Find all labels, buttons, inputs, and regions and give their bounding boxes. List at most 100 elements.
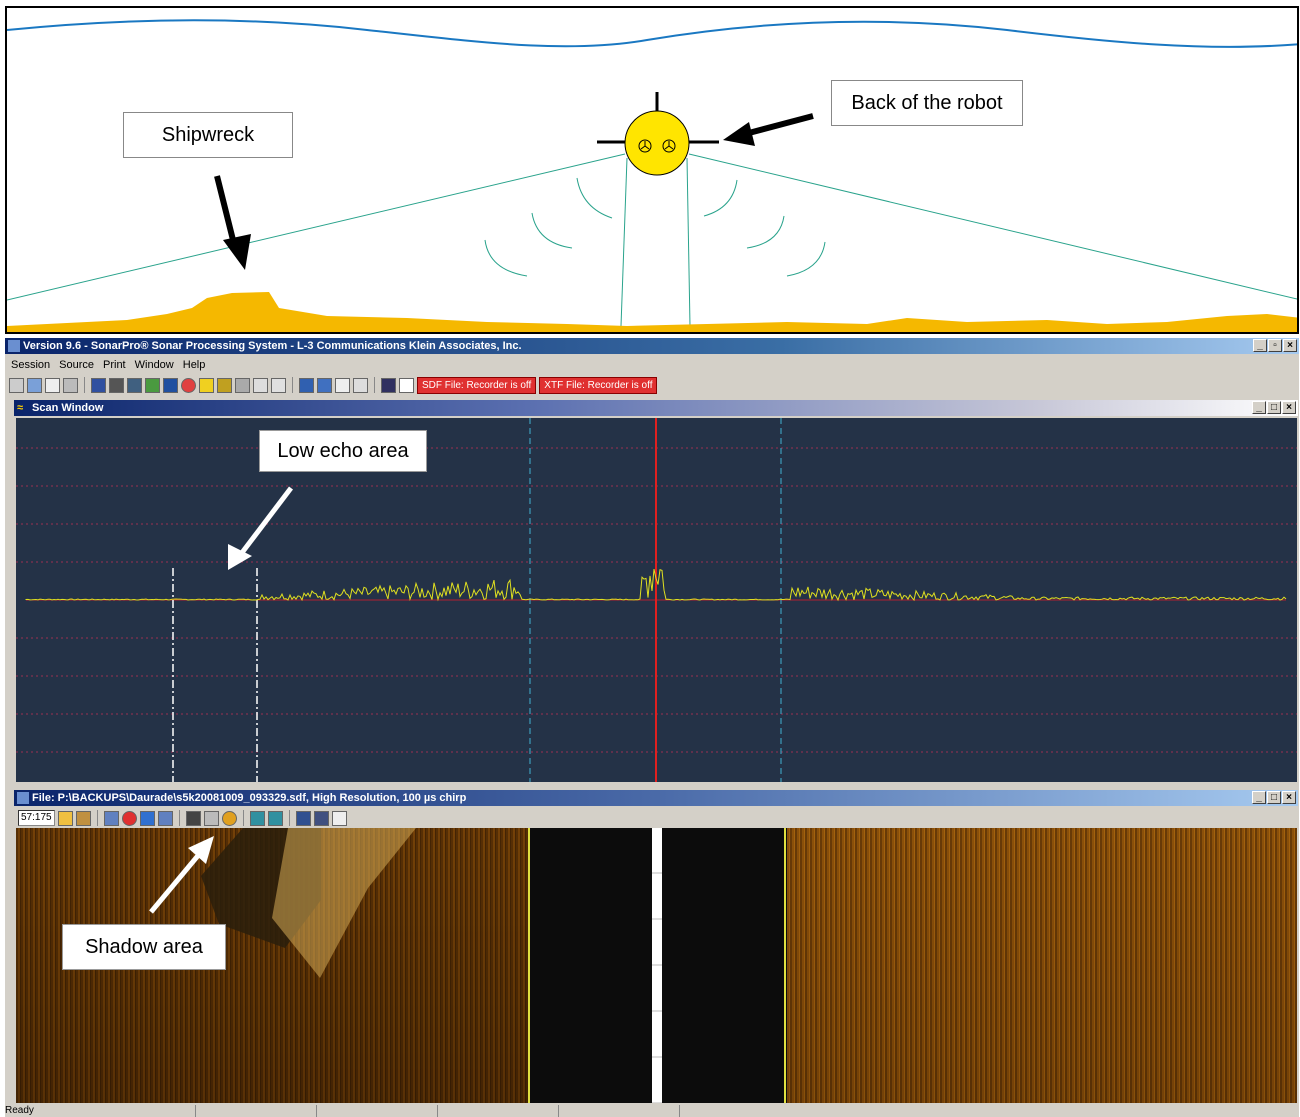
tile-vertical-icon[interactable] [353,377,368,393]
connect-icon[interactable] [27,377,42,393]
propeller-icon [638,139,652,153]
rewind-icon[interactable] [103,810,119,826]
shadow-arrow [149,836,214,914]
arrow-robot [744,113,814,137]
chart-icon[interactable] [317,377,332,393]
open-file-icon[interactable] [57,810,73,826]
adjust-icon[interactable] [203,810,219,826]
menu-session[interactable]: Session [11,358,51,371]
sonarpro-app-window: Version 9.6 - SonarPro® Sonar Processing… [5,338,1299,1117]
waterfall-icon[interactable] [127,377,142,393]
seabed [7,292,1297,332]
wave-arc [484,239,528,277]
sea-surface [7,19,1297,48]
scan-close-button[interactable]: × [1282,401,1296,414]
file-window-titlebar: File: P:\BACKUPS\Daurade\s5k20081009_093… [14,790,1298,806]
scan-maximize-button[interactable]: □ [1267,401,1281,414]
map-icon[interactable] [145,377,160,393]
target-icon[interactable] [181,377,196,393]
echo-trace [25,568,1287,602]
wave-arc [703,179,738,217]
menu-bar: Session Source Print Window Help [5,356,1299,373]
scan-icon[interactable] [163,377,178,393]
app-logo-icon [8,340,20,352]
scan-plot[interactable]: Low echo area [16,418,1297,782]
wave-arc [576,177,613,219]
robot-callout: Back of the robot [831,80,1023,126]
low-echo-callout: Low echo area [259,430,427,472]
menu-help[interactable]: Help [182,358,206,371]
shipwreck-callout: Shipwreck [123,112,293,158]
beam-down-right [686,157,691,327]
pen-icon[interactable] [253,377,268,393]
save-icon[interactable] [381,377,396,393]
print-icon[interactable] [9,377,24,393]
first-return-left [528,828,530,1103]
close-button[interactable]: × [1283,339,1297,352]
arrow-head [223,234,251,270]
status-text: Ready [5,1105,34,1116]
file-minimize-button[interactable]: _ [1252,791,1266,804]
main-toolbar: SDF File: Recorder is off XTF File: Reco… [5,375,1299,395]
wave-arc [531,212,573,249]
robot-body [624,110,690,176]
wave-arc [786,241,826,277]
scan-window-titlebar: ≈ Scan Window _ □ × [14,400,1298,416]
file-window-icon [17,792,29,804]
minimize-button[interactable]: _ [1253,339,1267,352]
tape-icon[interactable] [45,377,60,393]
beam-right [688,153,1297,300]
beam-left [7,153,626,301]
tile-horizontal-icon[interactable] [335,377,350,393]
scan-minimize-button[interactable]: _ [1252,401,1266,414]
scan-window-icon: ≈ [17,402,24,414]
scan-window-title: Scan Window [32,402,104,414]
arrow-head [228,544,252,570]
list-icon[interactable] [199,377,214,393]
diagram-drawing [7,19,1297,332]
layers-icon[interactable] [217,377,232,393]
mark-in-icon[interactable] [249,810,265,826]
file-toolbar: 57:175 [14,808,1298,828]
file-maximize-button[interactable]: □ [1267,791,1281,804]
grid-icon[interactable] [109,377,124,393]
mark-out-icon[interactable] [267,810,283,826]
position-readout: 57:175 [18,810,55,826]
restore-button[interactable]: ▫ [1268,339,1282,352]
wave-arc [746,215,785,249]
propeller-icon [662,139,676,153]
starboard-seabed [787,828,1297,1103]
menu-print[interactable]: Print [103,358,126,371]
app-title: Version 9.6 - SonarPro® Sonar Processing… [23,340,522,352]
arrow-head [723,122,755,146]
app-titlebar: Version 9.6 - SonarPro® Sonar Processing… [5,338,1299,354]
sidescan-image[interactable]: Shadow area [16,828,1297,1103]
new-file-icon[interactable] [399,377,414,393]
boat-icon[interactable] [235,377,250,393]
shadow-callout: Shadow area [62,924,226,970]
xtf-recorder-button[interactable]: XTF File: Recorder is off [539,376,658,394]
measure-icon[interactable] [299,377,314,393]
forward-icon[interactable] [157,810,173,826]
palette-icon[interactable] [221,810,237,826]
find-icon[interactable] [75,810,91,826]
playback-icon[interactable] [63,377,78,393]
tvg-icon[interactable] [313,810,329,826]
gain-icon[interactable] [295,810,311,826]
play-icon[interactable] [139,810,155,826]
export-icon[interactable] [331,810,347,826]
menu-source[interactable]: Source [59,358,94,371]
sdf-recorder-button[interactable]: SDF File: Recorder is off [417,376,537,394]
nadir-band [652,828,662,1103]
file-close-button[interactable]: × [1282,791,1296,804]
display-icon[interactable] [185,810,201,826]
arrow-icon[interactable] [271,377,286,393]
menu-window[interactable]: Window [134,358,174,371]
channel-icon[interactable] [91,377,106,393]
beam-down-left [620,157,628,327]
arrow-low-echo [239,486,293,556]
stop-icon[interactable] [121,810,137,826]
status-bar: Ready [5,1105,1299,1117]
first-return-right [784,828,786,1103]
sonar-diagram: Shipwreck Back of the robot [5,6,1299,334]
